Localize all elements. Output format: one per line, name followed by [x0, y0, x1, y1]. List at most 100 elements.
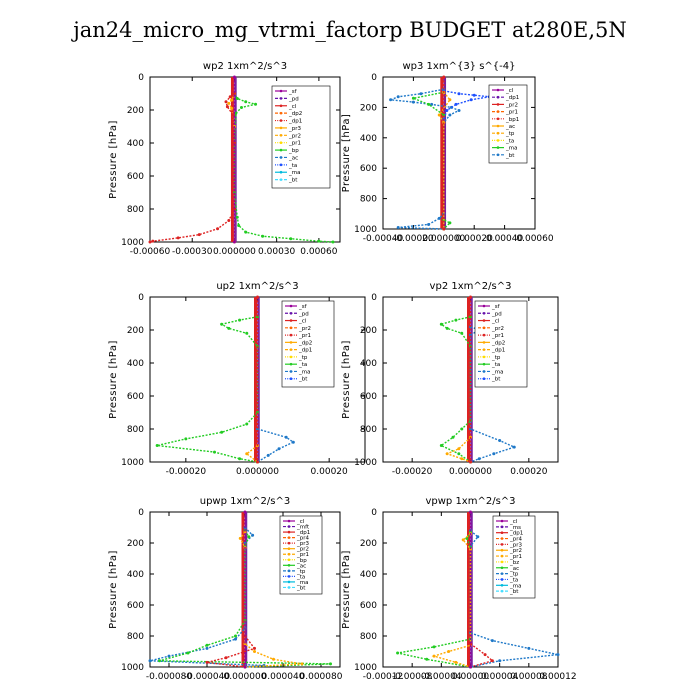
series-point-tp	[205, 646, 209, 650]
series-point-bp1	[448, 221, 452, 225]
legend-marker	[289, 311, 293, 315]
series-point-ms	[469, 510, 472, 514]
series-point-dp1	[253, 646, 256, 650]
legend-label: _dp2	[491, 340, 505, 346]
legend-label: _cl	[491, 319, 500, 325]
series-point-tp	[148, 659, 152, 663]
legend-marker	[279, 119, 283, 122]
series-point-cl	[469, 460, 472, 464]
legend-label: _tp	[509, 572, 519, 578]
series-line-dp2	[157, 316, 259, 463]
legend-label: _dp1	[288, 119, 302, 125]
legend-marker	[500, 566, 504, 570]
x-tick-label: 0.000000	[422, 234, 465, 244]
legend-marker	[289, 341, 293, 344]
y-tick-label: 1000	[121, 458, 144, 468]
legend-marker	[287, 564, 291, 567]
x-tick-label: -0.000040	[184, 672, 230, 682]
x-tick-label: 0.000040	[262, 672, 305, 682]
series-point-tp	[437, 216, 441, 220]
series-point-tp	[419, 92, 423, 96]
series-point-mft	[243, 510, 247, 514]
series-point-pr3	[235, 215, 239, 219]
legend-marker	[482, 319, 486, 322]
legend-marker	[279, 148, 283, 152]
series-line-dp1	[470, 643, 494, 668]
legend-marker	[482, 304, 486, 308]
series-point-dp1	[224, 100, 228, 104]
series-point-pr2	[460, 457, 464, 461]
series-point-pr2	[445, 452, 449, 456]
series-point-dp2	[439, 322, 443, 326]
series-line-pr2	[245, 444, 258, 463]
x-tick-label: 0.00060	[300, 247, 337, 257]
series-point-dp2	[238, 318, 242, 322]
legend-label: _cl	[298, 319, 307, 325]
legend-label: _pr1	[509, 554, 522, 560]
legend-marker	[289, 377, 293, 381]
y-tick-label: 200	[360, 326, 377, 336]
legend-label: _pr2	[505, 102, 518, 108]
legend-label: _dp1	[491, 348, 505, 354]
legend-marker	[500, 537, 504, 540]
series-point-tp	[389, 98, 393, 102]
legend-marker	[500, 543, 504, 546]
legend-label: _pr2	[296, 547, 309, 553]
y-tick-label: 1000	[354, 458, 377, 468]
legend-label: _pr1	[298, 333, 311, 339]
series-point-tp	[427, 222, 431, 226]
series-point-dp2	[460, 331, 464, 335]
series-point-bp1	[411, 96, 415, 100]
series-point-tp	[457, 108, 461, 112]
legend-marker	[500, 560, 504, 564]
series-point-tp	[256, 427, 259, 431]
series-point-pr3	[239, 106, 243, 110]
series-point-dp1	[151, 239, 155, 243]
series-point-tp	[291, 440, 295, 444]
legend-label: _ac	[288, 155, 298, 161]
series-point-dp2	[445, 326, 449, 330]
x-tick-label: -0.00020	[166, 467, 207, 477]
legend-marker	[279, 178, 283, 181]
legend-label: _pr3	[296, 541, 310, 547]
legend-label: _ta	[298, 362, 307, 368]
legend-label: _pr2	[509, 548, 522, 554]
legend-label: _pr2	[298, 326, 311, 332]
plot-frame	[149, 76, 341, 243]
series-point-pr2	[245, 452, 249, 456]
series-point-dp2	[439, 444, 443, 447]
panel-1: wp2 1xm^2/s^3 0 200 400 600 800 1000-0.00060 -0…	[108, 61, 341, 257]
series-point-bz	[396, 651, 400, 655]
series-line-tp	[390, 88, 461, 230]
legend-marker	[482, 348, 486, 351]
series-point-pd	[232, 75, 236, 79]
series-point-pr2	[253, 650, 256, 653]
series-point-dp1	[176, 236, 180, 240]
series-point-pd	[232, 240, 236, 244]
series-point-dp2	[451, 435, 455, 439]
series-point-dp1	[232, 207, 236, 211]
series-point-dp2	[220, 430, 224, 434]
series-point-cl	[469, 295, 472, 299]
legend-label: _pr1	[288, 141, 301, 147]
legend-box	[488, 84, 528, 164]
y-tick-label: 400	[127, 359, 144, 369]
y-tick-label: 0	[138, 73, 144, 83]
y-tick-label: 600	[127, 601, 144, 611]
y-tick-label: 600	[360, 392, 377, 402]
legend-marker	[287, 558, 291, 562]
legend-label: _bt	[505, 153, 515, 159]
legend-marker	[287, 580, 291, 584]
series-point-bp1	[442, 113, 446, 117]
series-point-pr3	[261, 234, 265, 238]
series-point-tp	[396, 95, 400, 99]
series-point-tp	[277, 447, 281, 451]
legend-label: _ma	[509, 583, 521, 589]
series-point-dp1	[232, 141, 236, 145]
legend-marker	[287, 569, 291, 573]
panel-title: upwp 1xm^2/s^3	[200, 496, 290, 507]
legend-box	[279, 515, 323, 595]
legend-label: _bt	[288, 178, 298, 184]
plot-frame	[382, 76, 536, 230]
